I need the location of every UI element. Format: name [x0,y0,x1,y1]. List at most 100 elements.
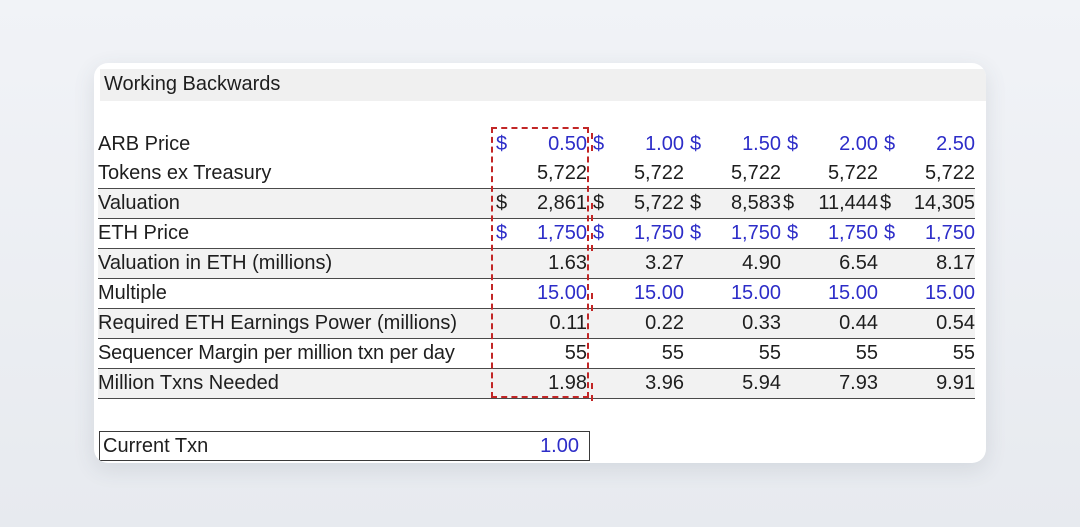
row-label: Required ETH Earnings Power (millions) [98,308,490,339]
cell-value: 8,583 [730,192,781,214]
currency-symbol: $ [783,192,795,214]
title-bar: Working Backwards [100,69,986,101]
cell[interactable]: 55 [878,338,975,369]
cell[interactable]: $11,444 [781,188,878,219]
cell[interactable]: $1.50 [684,130,781,159]
cell[interactable]: 0.33 [684,308,781,339]
cell[interactable]: 9.91 [878,368,975,399]
cell[interactable]: $8,583 [684,188,781,219]
column-separator [591,203,593,221]
cell-value: 5,722 [633,192,684,214]
currency-symbol: $ [496,222,508,244]
cell-value: 1,750 [827,222,878,244]
table-row: Tokens ex Treasury 5,722 5,722 5,722 5,7… [98,159,975,189]
cell[interactable]: $1,750 [878,218,975,249]
cell[interactable]: $2,861 [490,188,587,219]
currency-symbol: $ [787,133,799,155]
current-txn-value[interactable]: 1.00 [540,435,579,457]
cell[interactable]: 5,722 [490,159,587,189]
currency-symbol: $ [593,133,605,155]
cell[interactable]: $14,305 [878,188,975,219]
cell-value: 1,750 [730,222,781,244]
valuation-table: ARB Price $0.50 $1.00 $1.50 $2.00 $2.50 … [98,130,975,399]
cell[interactable]: 0.22 [587,308,684,339]
cell[interactable]: 5,722 [878,159,975,189]
column-separator [591,293,593,311]
cell[interactable]: $1,750 [587,218,684,249]
cell[interactable]: $1,750 [490,218,587,249]
cell[interactable]: 0.11 [490,308,587,339]
cell[interactable]: 5,722 [684,159,781,189]
cell[interactable]: $1.00 [587,130,684,159]
currency-symbol: $ [690,192,702,214]
row-label: Multiple [98,278,490,309]
currency-symbol: $ [690,133,702,155]
currency-symbol: $ [690,222,702,244]
currency-symbol: $ [884,133,896,155]
cell[interactable]: $1,750 [781,218,878,249]
cell[interactable]: 0.44 [781,308,878,339]
cell[interactable]: 55 [587,338,684,369]
cell[interactable]: 5,722 [781,159,878,189]
cell[interactable]: $1,750 [684,218,781,249]
cell-value: 14,305 [913,192,975,214]
current-txn-box: Current Txn 1.00 [99,431,590,461]
cell[interactable]: 55 [490,338,587,369]
currency-symbol: $ [496,192,508,214]
currency-symbol: $ [496,133,508,155]
cell[interactable]: 5.94 [684,368,781,399]
cell-value: 1,750 [633,222,684,244]
cell[interactable]: $2.00 [781,130,878,159]
cell-value: 1.50 [742,133,781,155]
currency-symbol: $ [884,222,896,244]
currency-symbol: $ [593,222,605,244]
cell[interactable]: 5,722 [587,159,684,189]
cell-value: 0.50 [548,133,587,155]
row-label: Valuation in ETH (millions) [98,248,490,279]
cell[interactable]: 1.98 [490,368,587,399]
current-txn-label: Current Txn [103,435,209,457]
currency-symbol: $ [593,192,605,214]
cell-value: 2.50 [936,133,975,155]
cell-value: 2,861 [536,192,587,214]
cell[interactable]: 15.00 [684,278,781,309]
cell[interactable]: 55 [684,338,781,369]
cell-value: 11,444 [818,192,878,214]
row-label: Million Txns Needed [98,368,490,399]
table-row: Valuation $2,861 $5,722 $8,583 $11,444 $… [98,188,975,219]
table-row: Required ETH Earnings Power (millions) 0… [98,308,975,339]
table-row: Sequencer Margin per million txn per day… [98,338,975,369]
column-separator [591,383,593,401]
cell[interactable]: 0.54 [878,308,975,339]
cell[interactable]: 8.17 [878,248,975,279]
cell[interactable]: 3.27 [587,248,684,279]
row-label: Sequencer Margin per million txn per day [98,338,490,369]
cell[interactable]: 6.54 [781,248,878,279]
row-label: Tokens ex Treasury [98,159,490,189]
cell[interactable]: $5,722 [587,188,684,219]
cell[interactable]: 55 [781,338,878,369]
table-row: Million Txns Needed 1.98 3.96 5.94 7.93 … [98,368,975,399]
currency-symbol: $ [787,222,799,244]
cell[interactable]: 15.00 [878,278,975,309]
row-label: ARB Price [98,133,191,155]
table-row: Multiple 15.00 15.00 15.00 15.00 15.00 [98,278,975,309]
row-label: Valuation [98,188,490,219]
cell[interactable]: 15.00 [490,278,587,309]
cell[interactable]: 7.93 [781,368,878,399]
cell-value: 2.00 [839,133,878,155]
table-row: Valuation in ETH (millions) 1.63 3.27 4.… [98,248,975,279]
cell[interactable]: $2.50 [878,130,975,159]
row-label: ETH Price [98,218,490,249]
cell-value: 1,750 [924,222,975,244]
cell-value: 1.00 [645,133,684,155]
cell[interactable]: 15.00 [587,278,684,309]
cell[interactable]: 15.00 [781,278,878,309]
table-row: ETH Price $1,750 $1,750 $1,750 $1,750 $1… [98,218,975,249]
cell[interactable]: 4.90 [684,248,781,279]
cell-value: 1,750 [536,222,587,244]
cell[interactable]: 3.96 [587,368,684,399]
currency-symbol: $ [880,192,892,214]
cell[interactable]: 1.63 [490,248,587,279]
cell[interactable]: $0.50 [490,130,587,159]
